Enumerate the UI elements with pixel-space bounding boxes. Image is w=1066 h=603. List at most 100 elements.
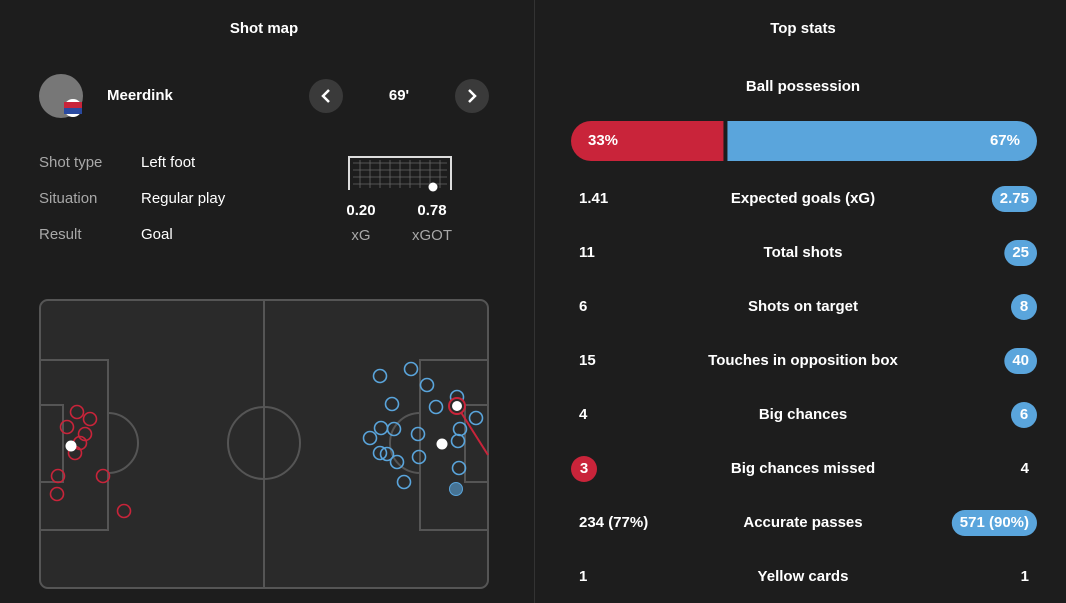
panel-title: Top stats <box>770 20 836 37</box>
stat-name: Yellow cards <box>758 568 849 585</box>
highlight-pill <box>1004 348 1037 374</box>
detail-label: Result <box>39 226 82 243</box>
flag-blue <box>64 108 82 114</box>
shot <box>451 460 467 476</box>
home-value: 6 <box>579 298 587 315</box>
away-value: 4 <box>1021 460 1030 477</box>
stat-name: Big chances <box>759 406 847 423</box>
shot <box>116 503 132 519</box>
highlight-pill <box>571 456 597 482</box>
shot <box>379 446 395 462</box>
shot <box>59 419 75 435</box>
shot <box>396 474 412 490</box>
home-value: 1.41 <box>579 190 608 207</box>
home-value: 1 <box>579 568 587 585</box>
away-value: 2.75 <box>1000 190 1029 207</box>
detail-value: Regular play <box>141 190 226 207</box>
stat-name: Accurate passes <box>743 514 862 531</box>
player-name: Meerdink <box>107 87 174 104</box>
home-value: 4 <box>579 406 588 423</box>
shot <box>450 433 466 449</box>
goal-shot <box>452 401 462 411</box>
home-value: 3 <box>580 460 588 477</box>
shot <box>77 426 93 442</box>
away-shots <box>362 361 489 496</box>
ball <box>428 182 438 192</box>
goal-shot <box>65 440 77 452</box>
xg-value: 0.20 <box>346 202 375 219</box>
stat-name: Big chances missed <box>731 460 875 477</box>
shot <box>419 377 435 393</box>
stat-name: Shots on target <box>748 298 858 315</box>
shot <box>428 399 444 415</box>
detail-label: Shot type <box>39 154 102 171</box>
goal-diagram <box>348 156 452 192</box>
flag-red <box>64 102 82 108</box>
next-icon[interactable] <box>468 89 477 103</box>
shot <box>372 368 388 384</box>
shot <box>468 410 484 426</box>
shot <box>362 430 378 446</box>
pitch <box>39 299 489 589</box>
highlight-pill <box>951 510 1037 536</box>
possession-title: Ball possession <box>746 78 860 95</box>
home-value: 11 <box>579 244 595 261</box>
goal-frame <box>348 156 452 190</box>
detail-label: Situation <box>39 190 97 207</box>
highlight-pill <box>1011 294 1037 320</box>
detail-value: Left foot <box>141 154 196 171</box>
away-value: 25 <box>1012 244 1029 261</box>
prev-button[interactable] <box>309 79 343 113</box>
prev-icon[interactable] <box>321 89 330 103</box>
possession-away-label: 67% <box>990 132 1020 149</box>
away-value: 6 <box>1020 406 1028 423</box>
away-value: 40 <box>1012 352 1029 369</box>
xg-label: xG <box>351 227 370 244</box>
minute: 69' <box>389 87 409 104</box>
goal-net <box>353 160 447 188</box>
next-circle[interactable] <box>455 79 489 113</box>
next-button[interactable] <box>455 79 489 113</box>
away-value: 8 <box>1020 298 1028 315</box>
shot <box>449 482 463 496</box>
goal-shot <box>436 438 448 450</box>
penalty-arc <box>107 412 139 474</box>
shot <box>389 454 405 470</box>
center-circle <box>227 406 301 480</box>
away-value: 571 (90%) <box>960 514 1029 531</box>
shot <box>403 361 419 377</box>
home-shots <box>49 404 132 519</box>
six-yard-box <box>39 404 64 483</box>
away-value: 1 <box>1021 568 1029 585</box>
home-value: 15 <box>579 352 596 369</box>
shot <box>386 421 402 437</box>
possession-away <box>727 121 1037 161</box>
shot <box>69 404 85 420</box>
stat-name: Touches in opposition box <box>708 352 898 369</box>
prev-circle[interactable] <box>309 79 343 113</box>
six-yard-box <box>464 404 489 483</box>
shot <box>95 468 111 484</box>
shot <box>410 426 426 442</box>
highlight-pill <box>1004 240 1037 266</box>
highlight-pill <box>1011 402 1037 428</box>
shot-trajectory <box>456 405 489 456</box>
shot <box>384 396 400 412</box>
stat-name: Total shots <box>764 244 843 261</box>
possession-home <box>571 121 724 161</box>
panel-title: Shot map <box>230 20 298 37</box>
xgot-label: xGOT <box>412 227 452 244</box>
highlight-pill <box>991 186 1037 212</box>
shot <box>50 468 66 484</box>
shot <box>82 411 98 427</box>
shot <box>411 449 427 465</box>
possession-home-label: 33% <box>588 132 618 149</box>
shot <box>49 486 65 502</box>
detail-value: Goal <box>141 226 173 243</box>
home-value: 234 (77%) <box>579 514 648 531</box>
penalty-arc <box>389 412 421 474</box>
xgot-value: 0.78 <box>417 202 446 219</box>
shot <box>372 445 388 461</box>
